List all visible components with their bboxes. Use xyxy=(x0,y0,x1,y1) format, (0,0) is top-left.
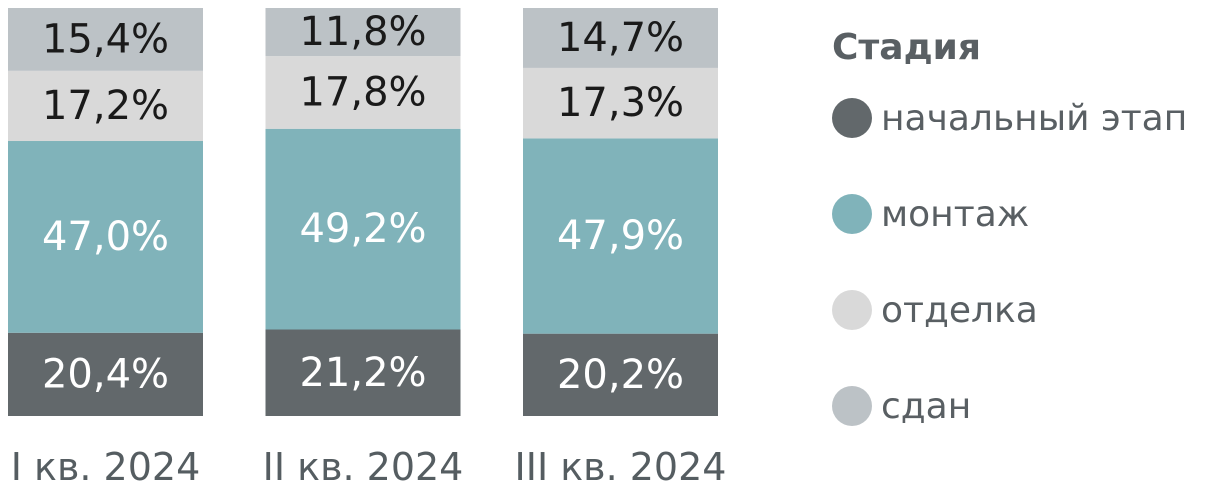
data-label-3-1: 20,2% xyxy=(557,352,684,398)
bar-segment-2-1 xyxy=(265,329,461,416)
data-label-3-2: 47,9% xyxy=(557,213,684,259)
bar-segment-1-3 xyxy=(8,70,203,142)
bar-segment-3-4 xyxy=(523,8,718,68)
bar-segment-2-3 xyxy=(265,56,461,129)
legend-item-installation: монтаж xyxy=(832,166,1187,262)
legend-swatch-completed xyxy=(832,386,872,426)
data-label-1-2: 47,0% xyxy=(42,214,169,260)
data-label-3-4: 14,7% xyxy=(557,15,684,61)
legend-swatch-finishing xyxy=(832,290,872,330)
bar-segment-3-1 xyxy=(523,333,718,416)
legend-swatch-installation xyxy=(832,194,872,234)
legend-item-initial: начальный этап xyxy=(832,70,1187,166)
bar-segment-1-4 xyxy=(8,8,203,71)
legend-label-completed: сдан xyxy=(881,385,972,427)
bar-segment-1-1 xyxy=(8,332,203,416)
stacked-bar-chart: 20,4% 47,0% 17,2% 15,4% I кв. 2024 21,2% 49,2%… xyxy=(8,8,727,488)
data-label-1-3: 17,2% xyxy=(42,83,169,129)
data-label-2-3: 17,8% xyxy=(299,69,426,115)
data-label-2-2: 49,2% xyxy=(299,206,426,252)
category-label-2: II кв. 2024 xyxy=(263,445,464,488)
legend-item-finishing: отделка xyxy=(832,262,1187,358)
bar-segment-3-3 xyxy=(523,67,718,139)
legend-label-installation: монтаж xyxy=(881,193,1030,235)
data-label-3-3: 17,3% xyxy=(557,80,684,126)
legend-label-initial: начальный этап xyxy=(881,97,1188,139)
data-label-1-1: 20,4% xyxy=(42,351,169,397)
legend-swatch-initial xyxy=(832,98,872,138)
category-label-3: III кв. 2024 xyxy=(515,445,727,488)
legend-label-finishing: отделка xyxy=(881,289,1038,331)
category-label-1: I кв. 2024 xyxy=(11,445,201,488)
data-label-2-1: 21,2% xyxy=(299,350,426,396)
legend-item-completed: сдан xyxy=(832,358,1187,454)
data-label-1-4: 15,4% xyxy=(42,16,169,62)
legend: Стадия начальный этап монтаж отделка сда… xyxy=(832,26,1187,480)
bar-segment-2-2 xyxy=(265,128,461,330)
bar-segment-3-2 xyxy=(523,138,718,334)
bar-segment-1-2 xyxy=(8,141,203,333)
data-label-2-4: 11,8% xyxy=(299,9,426,55)
legend-title: Стадия xyxy=(832,27,981,68)
bar-segment-2-4 xyxy=(265,8,461,57)
